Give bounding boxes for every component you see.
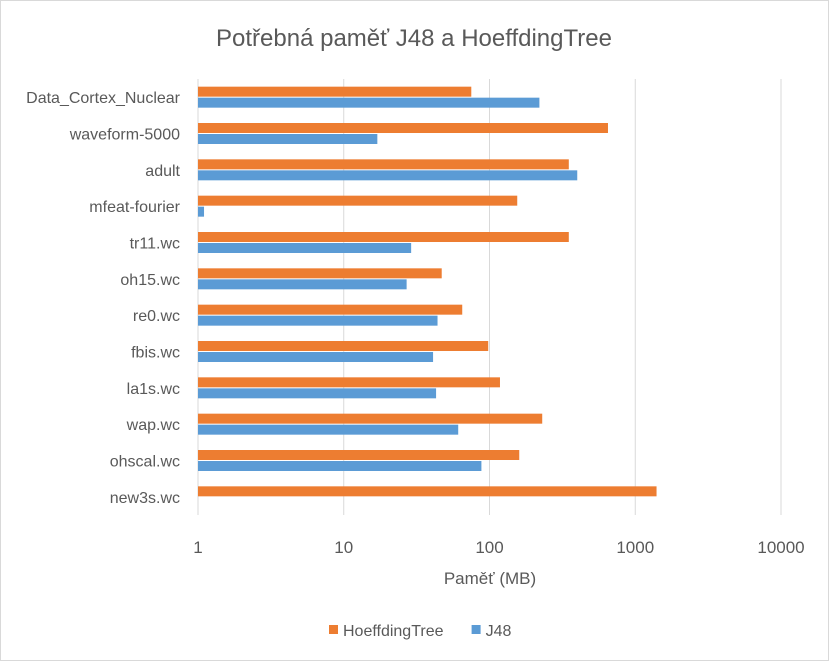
bar-j48 [198, 206, 205, 217]
bar-j48 [198, 97, 540, 108]
bar-hoeffdingtree [198, 232, 569, 242]
x-tick-labels: 1 10 100 1000 10000 [193, 538, 804, 557]
bar-j48 [198, 243, 412, 253]
legend-swatch [471, 625, 481, 634]
bar-j48 [198, 388, 437, 399]
category-label: waveform-5000 [69, 127, 180, 144]
bar-j48 [198, 279, 407, 290]
bar-hoeffdingtree [198, 413, 543, 424]
bar-hoeffdingtree [198, 304, 463, 315]
category-label: ohscal.wc [110, 454, 180, 471]
chart-title: Potřebná paměť J48 a HoeffdingTree [216, 25, 612, 52]
legend-label: HoeffdingTree [343, 623, 444, 640]
bar-hoeffdingtree [198, 86, 472, 97]
category-label: tr11.wc [130, 236, 180, 253]
x-tick-label: 1000 [616, 538, 654, 557]
category-label: Data_Cortex_Nuclear [26, 90, 181, 107]
bar-j48 [198, 315, 438, 326]
category-label: la1s.wc [127, 381, 180, 398]
x-axis-title: Paměť (MB) [444, 569, 536, 588]
bar-j48 [198, 461, 482, 471]
legend: HoeffdingTree J48 [329, 623, 511, 640]
bar-j48 [198, 352, 434, 362]
bar-hoeffdingtree [198, 159, 569, 170]
bar-hoeffdingtree [198, 123, 608, 133]
bars [198, 86, 657, 497]
bar-hoeffdingtree [198, 377, 500, 388]
legend-swatch [329, 625, 338, 634]
bar-j48 [198, 134, 378, 144]
bar-hoeffdingtree [198, 268, 442, 279]
category-label: wap.wc [126, 417, 180, 434]
bar-hoeffdingtree [198, 450, 520, 460]
category-label: new3s.wc [110, 490, 180, 507]
bar-hoeffdingtree [198, 195, 518, 206]
category-labels: Data_Cortex_Nuclear waveform-5000 adult mfe… [26, 90, 181, 507]
x-tick-label: 100 [475, 538, 503, 557]
x-tick-label: 10000 [757, 538, 804, 557]
category-label: fbis.wc [131, 345, 180, 362]
category-label: re0.wc [133, 308, 180, 325]
x-tick-label: 1 [193, 538, 202, 557]
category-label: oh15.wc [120, 272, 180, 289]
bar-hoeffdingtree [198, 341, 489, 351]
bar-j48 [198, 170, 578, 181]
bar-j48 [198, 424, 459, 435]
legend-label: J48 [486, 623, 512, 640]
x-tick-label: 10 [334, 538, 353, 557]
category-label: mfeat-fourier [89, 199, 180, 216]
category-label: adult [145, 163, 180, 180]
bar-hoeffdingtree [198, 486, 657, 497]
gridlines [197, 79, 782, 515]
